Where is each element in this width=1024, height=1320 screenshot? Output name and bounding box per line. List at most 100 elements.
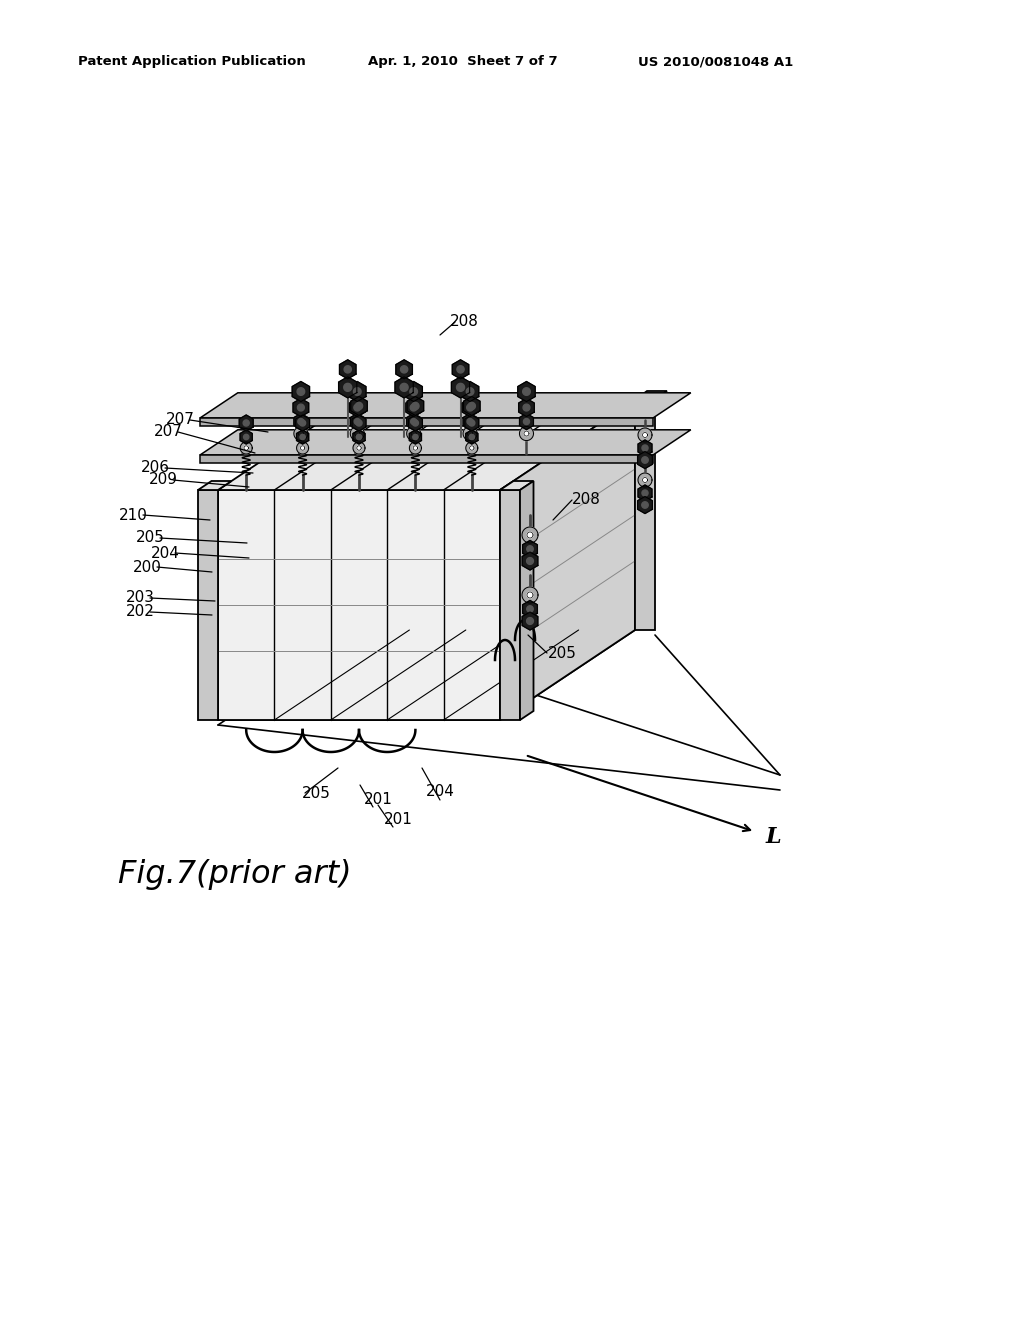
Polygon shape: [350, 413, 365, 429]
Polygon shape: [348, 381, 366, 401]
Polygon shape: [200, 430, 691, 455]
Text: Fig.7(prior art): Fig.7(prior art): [118, 859, 351, 891]
Polygon shape: [464, 396, 480, 416]
Polygon shape: [524, 432, 529, 436]
Polygon shape: [244, 446, 249, 450]
Polygon shape: [413, 434, 418, 440]
Polygon shape: [468, 403, 475, 409]
Polygon shape: [406, 381, 422, 401]
Text: 207: 207: [155, 425, 183, 440]
Polygon shape: [340, 360, 356, 379]
Text: 205: 205: [548, 645, 577, 660]
Polygon shape: [241, 430, 252, 444]
Polygon shape: [466, 388, 474, 396]
Polygon shape: [467, 418, 473, 425]
Polygon shape: [522, 388, 530, 396]
Text: 202: 202: [126, 605, 155, 619]
Polygon shape: [642, 490, 648, 496]
Polygon shape: [414, 446, 418, 450]
Polygon shape: [198, 490, 218, 719]
Polygon shape: [526, 557, 534, 565]
Polygon shape: [635, 400, 655, 630]
Polygon shape: [408, 396, 424, 416]
Polygon shape: [218, 400, 635, 490]
Polygon shape: [642, 502, 648, 508]
Polygon shape: [452, 376, 470, 397]
Polygon shape: [407, 413, 421, 429]
Polygon shape: [522, 527, 538, 543]
Text: 207: 207: [166, 412, 195, 428]
Polygon shape: [354, 432, 359, 436]
Polygon shape: [339, 376, 356, 397]
Polygon shape: [244, 434, 249, 440]
Text: 204: 204: [426, 784, 455, 800]
Polygon shape: [642, 445, 648, 451]
Polygon shape: [635, 391, 667, 400]
Polygon shape: [638, 484, 652, 502]
Polygon shape: [469, 434, 474, 440]
Polygon shape: [294, 426, 308, 441]
Text: 205: 205: [136, 531, 165, 545]
Polygon shape: [523, 418, 529, 425]
Polygon shape: [400, 383, 409, 391]
Polygon shape: [518, 381, 536, 401]
Polygon shape: [526, 618, 534, 624]
Text: 208: 208: [450, 314, 479, 330]
Polygon shape: [465, 414, 479, 432]
Polygon shape: [457, 366, 464, 374]
Polygon shape: [353, 442, 365, 454]
Polygon shape: [522, 552, 538, 570]
Polygon shape: [218, 630, 635, 719]
Polygon shape: [638, 440, 652, 455]
Polygon shape: [500, 480, 534, 490]
Text: 205: 205: [302, 785, 331, 800]
Polygon shape: [350, 426, 365, 441]
Polygon shape: [638, 451, 652, 469]
Polygon shape: [463, 426, 477, 441]
Text: Apr. 1, 2010  Sheet 7 of 7: Apr. 1, 2010 Sheet 7 of 7: [368, 55, 558, 69]
Polygon shape: [500, 490, 520, 719]
Polygon shape: [297, 430, 308, 444]
Polygon shape: [293, 399, 308, 417]
Polygon shape: [466, 442, 478, 454]
Polygon shape: [411, 404, 417, 411]
Polygon shape: [466, 430, 478, 444]
Polygon shape: [218, 490, 500, 719]
Polygon shape: [526, 606, 534, 612]
Polygon shape: [344, 366, 351, 374]
Text: US 2010/0081048 A1: US 2010/0081048 A1: [638, 55, 794, 69]
Polygon shape: [527, 591, 534, 598]
Polygon shape: [351, 396, 368, 416]
Polygon shape: [468, 432, 472, 436]
Text: L: L: [765, 826, 781, 847]
Text: 208: 208: [572, 492, 601, 507]
Polygon shape: [355, 403, 362, 409]
Text: 204: 204: [152, 545, 180, 561]
Polygon shape: [298, 432, 303, 436]
Polygon shape: [297, 404, 304, 411]
Polygon shape: [356, 420, 362, 426]
Polygon shape: [520, 480, 534, 719]
Polygon shape: [453, 360, 469, 379]
Polygon shape: [406, 399, 422, 417]
Polygon shape: [642, 478, 647, 483]
Polygon shape: [638, 428, 652, 442]
Polygon shape: [410, 442, 422, 454]
Text: 200: 200: [133, 560, 162, 574]
Polygon shape: [638, 473, 652, 487]
Polygon shape: [522, 587, 538, 603]
Polygon shape: [411, 418, 417, 425]
Polygon shape: [354, 418, 360, 425]
Text: 206: 206: [141, 461, 170, 475]
Polygon shape: [463, 413, 477, 429]
Polygon shape: [292, 381, 309, 401]
Polygon shape: [300, 434, 305, 440]
Text: 201: 201: [364, 792, 392, 808]
Polygon shape: [522, 540, 538, 557]
Polygon shape: [200, 393, 691, 418]
Polygon shape: [200, 455, 653, 463]
Polygon shape: [241, 442, 252, 454]
Polygon shape: [467, 404, 473, 411]
Polygon shape: [412, 403, 419, 409]
Polygon shape: [412, 432, 416, 436]
